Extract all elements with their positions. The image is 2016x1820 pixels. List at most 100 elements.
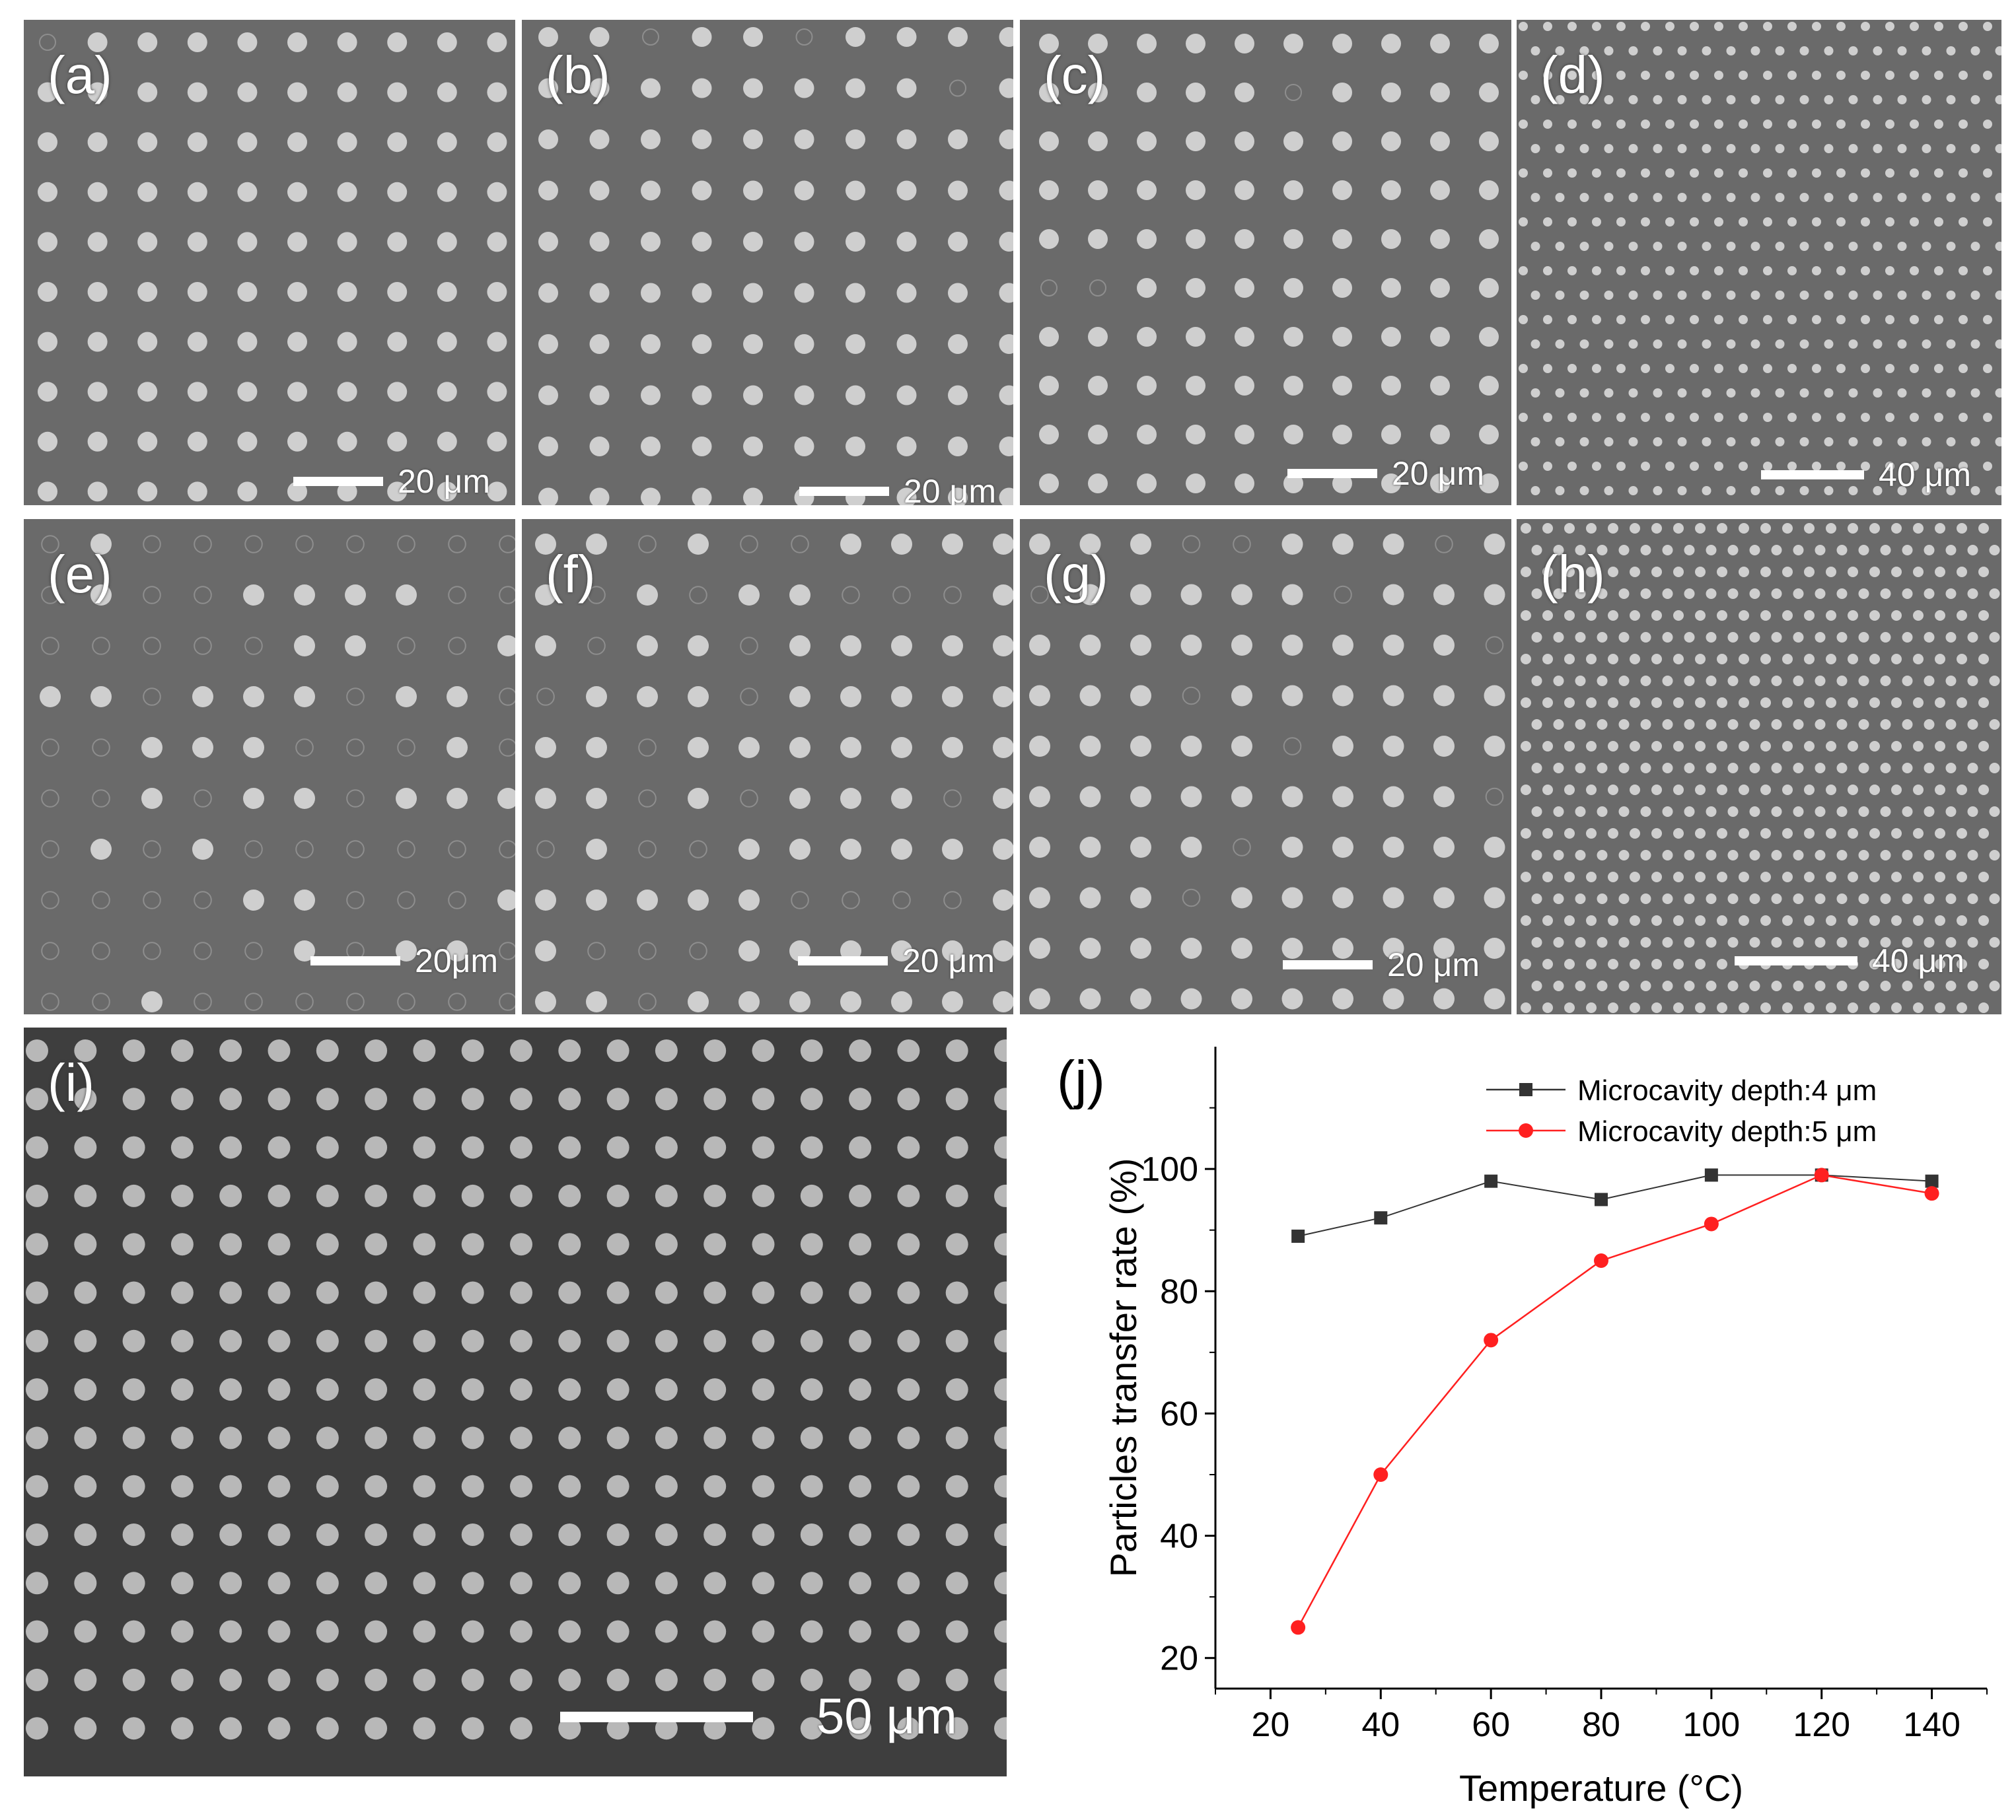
sem-particle xyxy=(1910,217,1919,227)
sem-particle xyxy=(1826,654,1836,664)
sem-particle xyxy=(1749,893,1760,904)
sem-particle xyxy=(74,1668,97,1691)
sem-particle xyxy=(287,282,307,302)
sem-particle xyxy=(1381,473,1401,493)
sem-particle xyxy=(1137,425,1157,444)
empty-microcavity xyxy=(41,789,59,808)
sem-particle xyxy=(1836,22,1846,31)
sem-particle xyxy=(38,132,57,153)
sem-particle xyxy=(1653,95,1663,104)
sem-particle xyxy=(337,132,357,153)
sem-particle xyxy=(800,1233,823,1256)
sem-particle xyxy=(1137,34,1157,53)
sem-particle xyxy=(1695,697,1706,708)
sem-particle xyxy=(1824,339,1834,349)
sem-particle xyxy=(1815,763,1826,773)
sem-particle xyxy=(1861,168,1870,178)
sem-particle xyxy=(1891,785,1902,795)
sem-particle xyxy=(703,1475,727,1498)
sem-particle xyxy=(413,1620,436,1643)
sem-particle xyxy=(1383,887,1404,909)
sem-particle xyxy=(1531,676,1542,686)
sem-particle xyxy=(1231,786,1252,808)
sem-particle xyxy=(1430,131,1450,151)
sem-particle xyxy=(1665,364,1674,373)
sem-particle xyxy=(641,283,661,303)
empty-microcavity xyxy=(143,891,161,909)
sem-particle xyxy=(38,182,57,202)
sem-particle xyxy=(1763,168,1772,178)
data-point-circle xyxy=(1704,1216,1719,1232)
sem-particle xyxy=(74,1426,97,1450)
sem-particle xyxy=(1897,46,1907,55)
sem-particle xyxy=(337,82,357,102)
empty-microcavity xyxy=(499,993,515,1011)
sem-particle xyxy=(1690,22,1699,31)
sem-particle xyxy=(994,1668,1007,1691)
scale-bar-line xyxy=(1735,956,1857,965)
data-point-square xyxy=(1704,1168,1718,1182)
sem-particle xyxy=(655,1378,678,1401)
sem-particle xyxy=(187,431,207,452)
sem-panel-h: (h) 40 μm xyxy=(1517,519,2001,1014)
sem-particle xyxy=(1983,315,1992,324)
sem-particle xyxy=(1137,131,1157,151)
sem-particle xyxy=(1641,120,1650,129)
sem-particle xyxy=(337,332,357,352)
sem-particle xyxy=(1521,872,1531,882)
sem-particle xyxy=(999,487,1013,505)
sem-particle xyxy=(437,232,457,252)
sem-particle xyxy=(703,1329,727,1352)
sem-particle xyxy=(606,1184,630,1207)
sem-particle xyxy=(1702,242,1711,251)
sem-particle xyxy=(1750,144,1760,153)
sem-particle xyxy=(535,584,556,606)
data-point-square xyxy=(1595,1193,1608,1207)
sem-particle xyxy=(1630,872,1640,882)
sem-particle xyxy=(461,1475,484,1498)
sem-particle xyxy=(510,1039,532,1062)
sem-particle xyxy=(535,940,556,962)
empty-microcavity xyxy=(536,687,555,706)
sem-particle xyxy=(243,686,264,707)
empty-microcavity xyxy=(740,535,758,553)
sem-particle xyxy=(1946,486,1956,495)
sem-particle xyxy=(137,382,158,402)
sem-particle xyxy=(1430,229,1450,249)
sem-particle xyxy=(1957,741,1967,752)
sem-particle xyxy=(1567,217,1577,227)
sem-particle xyxy=(1433,786,1455,808)
sem-particle xyxy=(1604,95,1614,104)
sem-particle xyxy=(1706,719,1717,730)
sem-particle xyxy=(1186,327,1206,347)
sem-particle xyxy=(141,737,162,758)
sem-particle xyxy=(896,487,917,505)
sem-particle xyxy=(1858,719,1869,730)
sem-particle xyxy=(1959,22,1968,31)
sem-particle xyxy=(1945,763,1957,773)
sem-particle xyxy=(535,890,556,911)
sem-particle xyxy=(1618,588,1630,599)
sem-particle xyxy=(1858,545,1869,555)
sem-panel-f: (f) 20 μm xyxy=(522,519,1013,1014)
x-tick-label: 80 xyxy=(1582,1706,1620,1744)
sem-particle xyxy=(219,1620,242,1643)
sem-particle xyxy=(137,282,158,302)
sem-particle xyxy=(558,1088,581,1111)
empty-microcavity xyxy=(1285,84,1302,101)
sem-particle xyxy=(1088,229,1108,249)
sem-particle xyxy=(993,635,1013,656)
panel-label: (b) xyxy=(546,46,610,104)
sem-particle xyxy=(688,991,709,1012)
sem-particle xyxy=(1695,523,1706,534)
sem-particle xyxy=(1281,938,1303,959)
sem-particle xyxy=(1714,22,1723,31)
sem-particle xyxy=(891,940,912,962)
sem-particle xyxy=(122,1088,145,1111)
sem-particle xyxy=(1079,988,1101,1010)
sem-particle xyxy=(789,584,810,606)
sem-particle-array xyxy=(1029,534,1505,1010)
sem-particle xyxy=(137,232,158,252)
sem-particle xyxy=(26,1329,48,1352)
sem-particle xyxy=(1381,278,1401,298)
